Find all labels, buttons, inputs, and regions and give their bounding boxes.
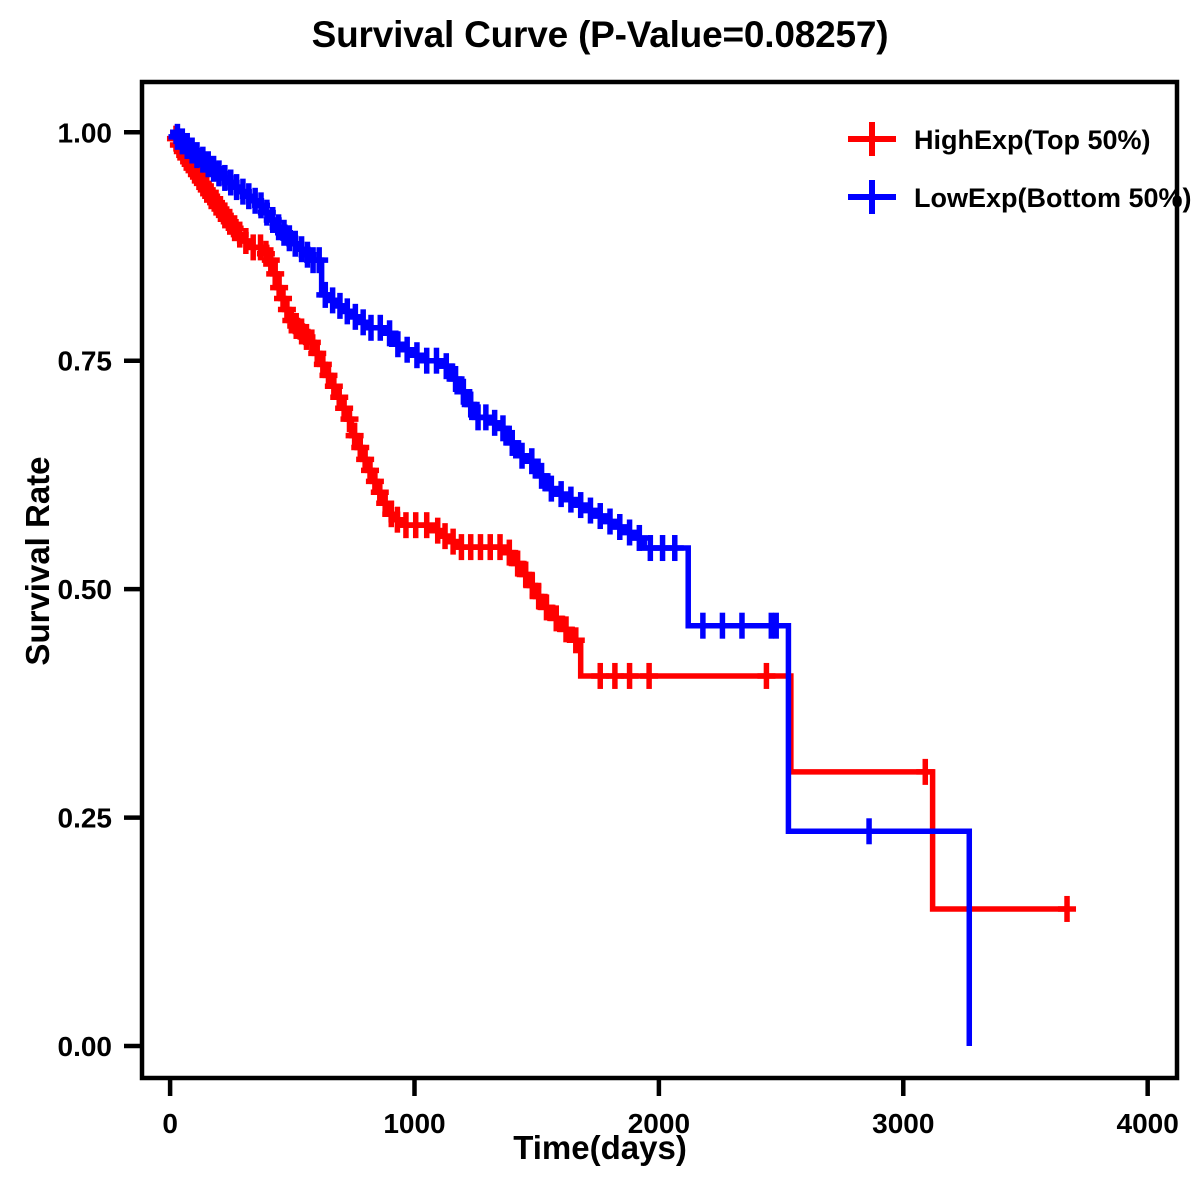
censor-mark — [1058, 895, 1077, 922]
x-tick-label: 1000 — [383, 1108, 445, 1139]
censor-mark — [620, 662, 639, 689]
series-lowexp-bottom-50 — [168, 123, 973, 1047]
censor-mark — [407, 342, 426, 369]
censor-mark — [571, 492, 590, 519]
censor-mark — [310, 247, 329, 274]
censor-mark — [732, 612, 751, 639]
censor-mark — [371, 314, 390, 341]
censor-mark — [591, 503, 610, 530]
step-line — [170, 129, 973, 1047]
censor-mark — [713, 612, 732, 639]
y-tick-label: 1.00 — [58, 117, 113, 148]
y-axis-ticks: 0.00 0.25 0.50 0.75 1.00 — [58, 117, 142, 1062]
censor-mark — [610, 514, 629, 541]
censor-mark — [417, 512, 436, 539]
censor-mark — [557, 616, 576, 643]
censor-mark — [581, 497, 600, 524]
censor-mark — [757, 662, 776, 689]
chart-legend: HighExp(Top 50%) LowExp(Bottom 50%) — [848, 122, 1192, 214]
x-tick-label: 4000 — [1117, 1108, 1179, 1139]
censor-mark — [388, 331, 407, 358]
censor-mark — [537, 594, 556, 621]
censor-mark — [542, 475, 561, 502]
x-tick-label: 2000 — [628, 1108, 690, 1139]
censor-mark — [503, 429, 522, 456]
censor-mark — [767, 612, 786, 639]
censor-mark — [493, 415, 512, 442]
x-tick-label: 0 — [162, 1108, 178, 1139]
censor-mark — [566, 627, 585, 654]
censor-mark — [860, 818, 879, 845]
x-axis-ticks: 0 1000 2000 3000 4000 — [162, 1078, 1179, 1139]
censor-mark — [427, 347, 446, 374]
y-tick-label: 0.75 — [58, 346, 113, 377]
censor-mark — [522, 448, 541, 475]
censor-mark — [665, 535, 684, 562]
censor-mark — [561, 486, 580, 513]
censor-mark — [398, 336, 417, 363]
y-tick-label: 0.00 — [58, 1031, 113, 1062]
legend-label: HighExp(Top 50%) — [914, 125, 1151, 155]
censor-mark — [640, 662, 659, 689]
x-tick-label: 3000 — [872, 1108, 934, 1139]
y-tick-label: 0.50 — [58, 574, 113, 605]
censor-mark — [491, 534, 510, 561]
censor-mark — [693, 612, 712, 639]
legend-label: LowExp(Bottom 50%) — [914, 183, 1192, 213]
page-title: Survival Curve (P-Value=0.08257) — [311, 14, 889, 55]
legend-item[interactable]: HighExp(Top 50%) — [848, 122, 1151, 156]
censor-mark — [340, 406, 359, 433]
data-series-layer — [166, 123, 1077, 1047]
y-tick-label: 0.25 — [58, 803, 113, 834]
legend-item[interactable]: LowExp(Bottom 50%) — [848, 180, 1192, 214]
censor-mark — [437, 353, 456, 380]
censor-mark — [601, 508, 620, 535]
censor-mark — [532, 462, 551, 489]
censor-mark — [547, 605, 566, 632]
censor-mark — [266, 260, 285, 287]
x-axis-label: Time(days) — [513, 1129, 687, 1166]
censor-mark — [476, 404, 495, 431]
censor-mark — [513, 442, 532, 469]
censor-mark — [620, 519, 639, 546]
censor-mark — [552, 481, 571, 508]
censor-mark — [916, 758, 935, 785]
censor-mark — [261, 247, 280, 274]
censor-mark — [630, 524, 649, 551]
